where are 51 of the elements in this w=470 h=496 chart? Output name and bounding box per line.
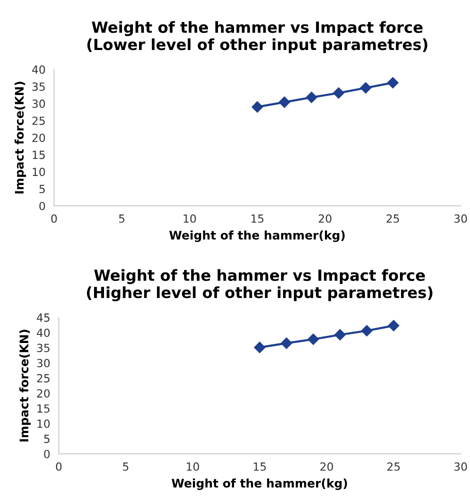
point: [388, 320, 400, 332]
x-axis-title: Weight of the hammer(kg): [172, 478, 347, 490]
y-tick-label: 10: [38, 420, 50, 428]
x-tick-label: 30: [454, 214, 467, 223]
y-tick-label: 40: [32, 65, 45, 74]
y-tick-label: 30: [37, 358, 50, 368]
y-tick-label: 0: [39, 202, 45, 210]
y-tick-label: 15: [38, 404, 50, 413]
point: [252, 101, 263, 113]
y-tick-label: 40: [36, 328, 50, 337]
y-tick-label: 25: [37, 374, 50, 382]
x-tick-label: 5: [119, 214, 124, 223]
point: [280, 338, 292, 349]
x-tick-label: 30: [454, 462, 467, 471]
point: [278, 96, 290, 108]
y-tick-label: 5: [40, 184, 45, 194]
x-tick-label: 15: [254, 462, 266, 471]
y-tick-label: 10: [32, 168, 45, 176]
y-tick-label: 15: [32, 150, 45, 160]
point: [361, 325, 372, 336]
x-tick-label: 20: [320, 462, 333, 471]
y-axis-title: Impact force(KN): [19, 330, 31, 442]
y-tick-label: 35: [32, 82, 45, 91]
x-axis-title: Weight of the hammer(kg): [169, 230, 345, 242]
y-tick-label: 0: [44, 450, 50, 458]
x-tick-label: 10: [186, 462, 200, 471]
x-tick-label: 15: [251, 214, 264, 223]
point: [306, 92, 318, 104]
x-tick-label: 20: [318, 214, 332, 223]
x-tick-label: 25: [387, 462, 400, 471]
y-tick-label: 25: [32, 116, 45, 125]
y-tick-label: 45: [36, 314, 50, 322]
x-tick-label: 0: [51, 214, 57, 223]
y-axis-title: Impact force(KN): [14, 82, 26, 194]
x-tick-label: 25: [386, 214, 399, 223]
y-tick-label: 35: [37, 344, 50, 352]
x-tick-label: 0: [56, 462, 62, 471]
x-tick-label: 5: [123, 462, 128, 471]
chart-title: Weight of the hammer vs Impact force (Lower level of other input parametres): [87, 21, 428, 54]
point: [360, 82, 372, 94]
point: [308, 334, 319, 345]
point: [387, 77, 398, 88]
x-tick-label: 10: [184, 214, 196, 223]
point: [254, 342, 266, 354]
y-tick-label: 20: [32, 134, 45, 142]
y-tick-label: 5: [44, 434, 50, 444]
y-tick-label: 30: [32, 100, 45, 108]
point: [333, 87, 344, 99]
chart-title: Weight of the hammer vs Impact force (Higher level of other input parametres): [86, 269, 432, 302]
point: [334, 329, 346, 340]
y-tick-label: 20: [37, 389, 50, 398]
